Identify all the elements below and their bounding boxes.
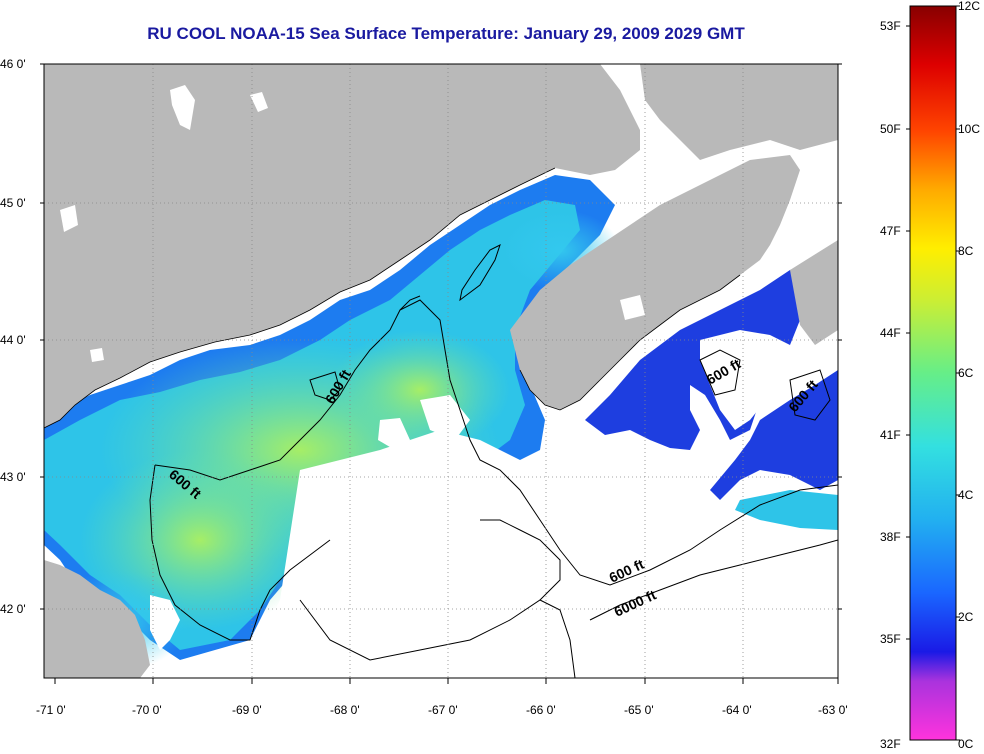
lat-label-44: 44 0' [0, 333, 26, 347]
colorbar-f-50: 50F [880, 122, 901, 136]
colorbar: 53F 50F 47F 44F 41F 38F 35F 32F 12C 10C … [880, 0, 980, 751]
lon-label-70: -70 0' [132, 703, 162, 717]
colorbar-f-35: 35F [880, 632, 901, 646]
map-area: 600 ft 600 ft 600 ft 600 ft 600 ft 6000 … [44, 64, 838, 678]
colorbar-scale [909, 5, 957, 741]
lon-label-65: -65 0' [624, 703, 654, 717]
colorbar-c-4: 4C [958, 488, 974, 502]
colorbar-f-32: 32F [880, 737, 901, 751]
colorbar-c-8: 8C [958, 244, 974, 258]
colorbar-c-0: 0C [958, 737, 974, 751]
colorbar-f-53: 53F [880, 19, 901, 33]
lat-label-42: 42 0' [0, 602, 26, 616]
map-title: RU COOL NOAA-15 Sea Surface Temperature:… [147, 24, 745, 43]
sst-shelf-edge [735, 490, 838, 530]
land-cape-breton [790, 240, 838, 345]
colorbar-f-47: 47F [880, 224, 901, 238]
lon-label-71: -71 0' [36, 703, 66, 717]
lat-label-45: 45 0' [0, 196, 26, 210]
land-maine [44, 64, 640, 428]
colorbar-f-44: 44F [880, 326, 901, 340]
land-cape-cod [44, 560, 150, 678]
lat-label-46: 46 0' [0, 57, 26, 71]
colorbar-f-41: 41F [880, 428, 901, 442]
lat-label-43: 43 0' [0, 470, 26, 484]
axis-ticks [40, 63, 842, 684]
land-nova-scotia [510, 155, 800, 410]
colorbar-c-10: 10C [958, 122, 980, 136]
colorbar-c-6: 6C [958, 366, 974, 380]
lon-label-66: -66 0' [526, 703, 556, 717]
sst-scotian-shelf [710, 370, 838, 500]
land-new-brunswick [640, 64, 838, 160]
graticule [44, 64, 838, 678]
cloud-mask [240, 430, 540, 678]
bathymetry-contours [149, 244, 838, 678]
colorbar-f-38: 38F [880, 530, 901, 544]
colorbar-c-2: 2C [958, 610, 974, 624]
lon-label-63: -63 0' [818, 703, 848, 717]
map-frame [43, 63, 839, 679]
lon-label-67: -67 0' [428, 703, 458, 717]
colorbar-c-12: 12C [958, 0, 980, 13]
lon-label-64: -64 0' [722, 703, 752, 717]
lon-label-68: -68 0' [330, 703, 360, 717]
lon-label-69: -69 0' [232, 703, 262, 717]
